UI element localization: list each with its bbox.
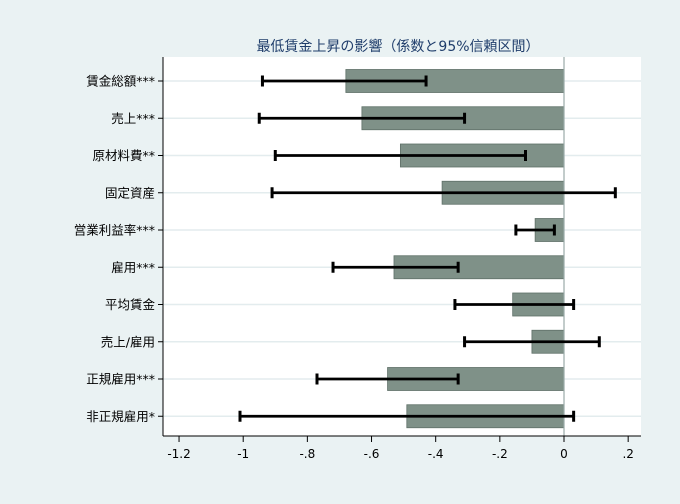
error-bar-2 xyxy=(273,150,528,161)
error-bar-5 xyxy=(331,261,460,273)
x-tick-label-6: 0 xyxy=(560,447,568,461)
y-tick-label-3: 固定資産 xyxy=(105,185,155,200)
y-tick-label-8: 正規雇用*** xyxy=(86,372,155,387)
error-bar-0 xyxy=(260,75,428,87)
y-tick-label-9: 非正規雇用* xyxy=(86,409,155,424)
bars xyxy=(345,69,565,429)
x-tick-label-5: -.2 xyxy=(492,447,508,461)
error-bar-8 xyxy=(315,373,460,385)
y-tick-label-5: 雇用*** xyxy=(111,260,155,275)
error-bar-1 xyxy=(257,112,467,124)
y-tick-label-6: 平均賃金 xyxy=(105,297,156,312)
x-tick-label-1: -1 xyxy=(237,447,249,461)
error-bar-9 xyxy=(238,410,576,422)
x-tick-label-7: .2 xyxy=(622,447,633,461)
error-bar-6 xyxy=(453,299,576,310)
error-bars xyxy=(238,75,617,422)
chart-title: 最低賃金上昇の影響（係数と95%信頼区間） xyxy=(256,38,539,55)
y-tick-label-7: 売上/雇用 xyxy=(101,334,155,349)
y-tick-label-2: 原材料費** xyxy=(92,148,155,163)
error-bar-3 xyxy=(270,187,617,199)
x-axis: -1.2 -1 -.8 -.6 -.4 -.2 0 .2 xyxy=(163,435,641,461)
x-tick-label-3: -.6 xyxy=(364,447,380,461)
y-tick-label-1: 売上*** xyxy=(111,111,155,126)
x-tick-label-2: -.8 xyxy=(299,447,315,461)
y-tick-label-0: 賃金総額*** xyxy=(86,74,155,89)
x-tick-label-4: -.4 xyxy=(428,447,444,461)
error-bar-4 xyxy=(514,224,556,236)
error-bar-7 xyxy=(463,336,601,348)
y-tick-label-4: 営業利益率*** xyxy=(74,223,155,238)
x-tick-label-0: -1.2 xyxy=(167,447,190,461)
